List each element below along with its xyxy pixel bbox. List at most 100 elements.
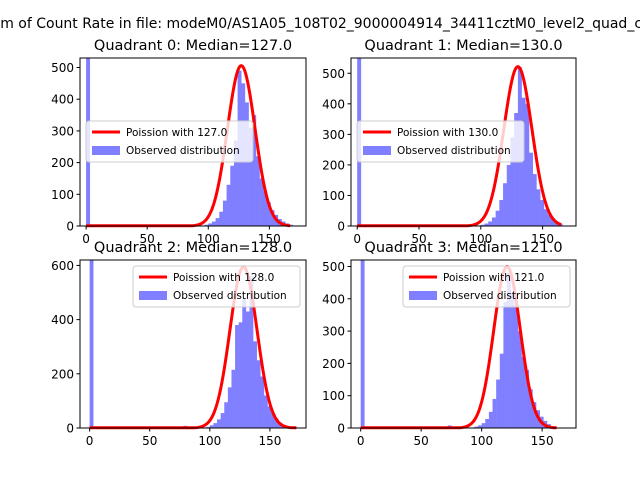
quadrant-3-hist-bar (510, 292, 515, 428)
quadrant-3-hist-bar (521, 356, 526, 428)
quadrant-0-legend-box (85, 120, 254, 163)
quadrant-2-hist-bar (249, 276, 254, 428)
quadrant-0-hist-bar (270, 210, 275, 226)
quadrant-3-hist-bar (360, 260, 365, 428)
quadrant-1-hist-bar (551, 218, 556, 226)
quadrant-1-legend-poisson-label: Poission with 130.0 (397, 127, 498, 139)
quadrant-1-y-tick-label: 200 (322, 158, 345, 172)
quadrant-3-y-tick-label: 500 (322, 260, 345, 274)
quadrant-0-hist-bar (230, 165, 235, 226)
quadrant-2-hist-bar (267, 406, 272, 428)
quadrant-2-legend-poisson-label: Poission with 128.0 (173, 272, 274, 284)
quadrant-1-x-tick-label: 150 (531, 232, 554, 246)
quadrant-2-hist-bar (242, 297, 247, 428)
quadrant-3-hist-bar (528, 389, 533, 428)
quadrant-0-x-tick-label: 50 (140, 232, 155, 246)
quadrant-1-hist-bar (514, 112, 519, 226)
quadrant-3-hist-bar (496, 379, 501, 428)
quadrant-3-hist-bar (485, 418, 490, 428)
quadrant-2-x-tick-label: 0 (86, 434, 94, 448)
quadrant-0-panel: Quadrant 0: Median=127.0 0 50 100 150 0 100 20… (51, 38, 307, 246)
quadrant-1-hist-bar (480, 224, 485, 226)
quadrant-1-hist-bar (536, 189, 541, 226)
quadrant-1-hist-bar (529, 152, 533, 226)
quadrant-2-legend-box (132, 265, 301, 308)
quadrant-3-hist-bar (488, 411, 493, 428)
quadrant-2-hist-bar (217, 419, 221, 428)
quadrant-3-panel: Quadrant 3: Median=121.0 0 50 100 150 0 100 20… (322, 240, 577, 448)
quadrant-0-legend-observed-swatch (92, 146, 120, 155)
quadrant-3-x-tick-label: 150 (531, 434, 554, 448)
quadrant-3-x-tick-label: 50 (414, 434, 429, 448)
quadrant-2-y-tick-label: 0 (66, 422, 74, 436)
quadrant-0-hist-bar (255, 156, 260, 226)
quadrant-2-hist-bar (209, 425, 214, 428)
quadrant-0-legend-poisson-label: Poission with 127.0 (126, 127, 227, 139)
quadrant-1-y-tick-label: 400 (322, 97, 345, 111)
quadrant-0-hist-bar (248, 127, 253, 226)
quadrant-2-hist-bar (245, 311, 250, 428)
quadrant-2-legend-observed-swatch (139, 291, 167, 300)
quadrant-1-hist-bar (484, 223, 489, 226)
quadrant-0-hist-bar (222, 200, 227, 226)
quadrant-2-hist-bar (89, 260, 94, 428)
quadrant-1-hist-bar (547, 214, 552, 226)
quadrant-3-legend-poisson-label: Poission with 121.0 (443, 272, 544, 284)
quadrant-3-hist-bar (514, 305, 519, 428)
quadrant-2-panel: Quadrant 2: Median=128.0 0 50 100 150 0 200 40… (51, 240, 307, 448)
quadrant-3-legend-observed-label: Observed distribution (443, 290, 557, 302)
quadrant-1-hist-bar (532, 174, 537, 226)
quadrant-1-y-tick-label: 500 (322, 67, 345, 81)
quadrant-3-hist-bar (492, 398, 497, 428)
quadrant-2-y-tick-label: 400 (51, 313, 74, 327)
quadrant-0-y-tick-label: 100 (51, 188, 74, 202)
quadrant-1-hist-bar (506, 164, 511, 226)
quadrant-1-legend-observed-swatch (363, 146, 391, 155)
figure-title: Histogram of Count Rate in file: modeM0/… (0, 16, 640, 32)
quadrant-2-hist-bar (260, 376, 265, 428)
quadrant-3-hist-bar (532, 402, 537, 428)
quadrant-0-y-tick-label: 0 (66, 220, 74, 234)
quadrant-1-hist-bar (525, 103, 530, 226)
quadrant-0-hist-bar (244, 102, 249, 226)
quadrant-3-axes-frame (350, 259, 577, 429)
quadrant-1-legend-observed-label: Observed distribution (397, 145, 511, 157)
quadrant-0-y-tick-label: 200 (51, 156, 74, 170)
quadrant-1-hist-bar (540, 200, 545, 226)
quadrant-0-hist-bar (233, 140, 238, 226)
quadrant-3-y-tick-label: 200 (322, 357, 345, 371)
quadrant-2-hist-bar (253, 341, 257, 428)
quadrant-2-hist-bar (263, 395, 268, 428)
quadrant-2-hist-bar (227, 387, 232, 428)
quadrant-0-hist-bar (226, 184, 231, 226)
quadrant-0-y-tick-label: 300 (51, 124, 74, 138)
quadrant-2-hist-bar (224, 402, 229, 428)
quadrant-3-hist-bar (478, 425, 482, 428)
quadrant-2-hist-bar (274, 418, 279, 428)
quadrant-3-legend-observed-swatch (409, 291, 437, 300)
quadrant-1-hist-bar (510, 137, 515, 226)
quadrant-1-y-tick-label: 300 (322, 128, 345, 142)
quadrant-3-title: Quadrant 3: Median=121.0 (364, 240, 562, 256)
quadrant-3-hist-bar (499, 353, 504, 428)
quadrant-0-hist-bar (211, 221, 216, 226)
quadrant-0-x-tick-label: 100 (197, 232, 220, 246)
quadrant-3-hist-bar (481, 423, 486, 428)
quadrant-3-y-tick-label: 0 (337, 422, 345, 436)
quadrant-3-x-tick-label: 100 (470, 434, 493, 448)
quadrant-0-hist-bar (215, 218, 220, 226)
quadrant-1-x-tick-label: 50 (411, 232, 426, 246)
quadrant-3-y-tick-label: 100 (322, 389, 345, 403)
quadrant-3-y-tick-label: 400 (322, 292, 345, 306)
quadrant-1-hist-bar (491, 217, 496, 226)
quadrant-3-hist-bar (474, 426, 479, 428)
quadrant-0-hist-bar (208, 223, 213, 226)
quadrant-0-hist-bar (204, 224, 209, 226)
quadrant-1-y-tick-label: 100 (322, 189, 345, 203)
quadrant-1-panel: Quadrant 1: Median=130.0 0 50 100 150 0 100 20… (322, 38, 577, 246)
quadrant-2-y-tick-label: 600 (51, 259, 74, 273)
quadrant-0-hist-bar (259, 178, 264, 226)
quadrant-1-hist-bar (499, 200, 504, 226)
quadrant-1-hist-bar (488, 221, 493, 226)
